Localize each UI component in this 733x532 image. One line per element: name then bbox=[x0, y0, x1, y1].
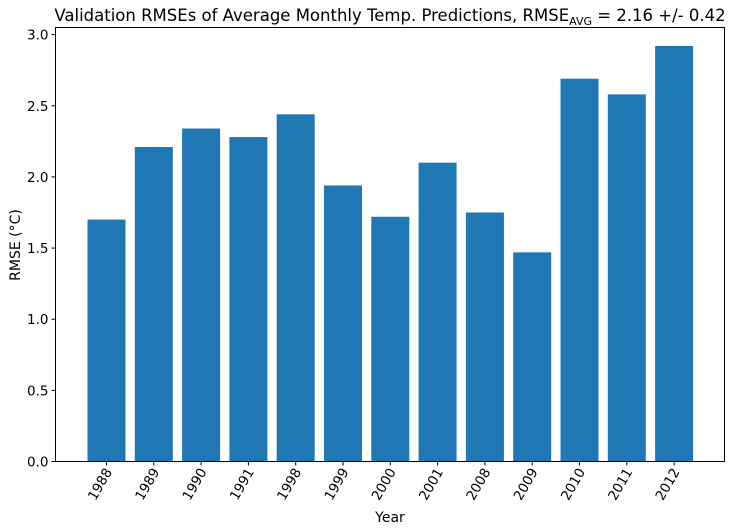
y-tick-label: 2.0 bbox=[27, 170, 48, 186]
x-tick-label-2008: 2008 bbox=[463, 466, 494, 504]
y-tick-label: 1.0 bbox=[27, 312, 48, 328]
x-tick-label-1999: 1999 bbox=[321, 466, 352, 504]
bar-2009 bbox=[513, 252, 552, 462]
bar-2012 bbox=[655, 45, 694, 462]
bar-2010 bbox=[560, 78, 599, 462]
x-axis-label: Year bbox=[374, 510, 405, 526]
x-tick-label-2011: 2011 bbox=[605, 466, 636, 504]
bar-1999 bbox=[324, 185, 362, 462]
bars-group bbox=[87, 45, 694, 462]
x-tick-label-2010: 2010 bbox=[558, 466, 589, 504]
x-tick-label-2000: 2000 bbox=[369, 466, 400, 504]
y-axis-label: RMSE (°C) bbox=[8, 209, 24, 281]
bar-1989 bbox=[134, 147, 173, 462]
bar-2011 bbox=[607, 94, 646, 462]
y-tick-label: 3.0 bbox=[27, 28, 48, 44]
bar-1991 bbox=[229, 137, 268, 462]
plot-frame bbox=[55, 27, 725, 462]
x-tick-label-2012: 2012 bbox=[653, 466, 684, 504]
y-tick-label: 0.5 bbox=[27, 383, 48, 399]
bar-1990 bbox=[182, 128, 221, 462]
y-tick-label: 1.5 bbox=[27, 241, 48, 257]
x-tick-label-1998: 1998 bbox=[274, 466, 305, 504]
x-tick-label-1989: 1989 bbox=[132, 466, 163, 504]
y-tick-label: 0.0 bbox=[27, 455, 48, 471]
x-tick-label-2009: 2009 bbox=[511, 466, 542, 504]
x-tick-label-1991: 1991 bbox=[227, 466, 258, 504]
bar-2000 bbox=[371, 216, 410, 462]
x-tick-label-1988: 1988 bbox=[85, 466, 116, 504]
y-tick-label: 2.5 bbox=[27, 99, 48, 115]
bar-2008 bbox=[465, 212, 504, 462]
x-axis: 1988 1989 1990 1991 1998 1999 2000 2001 2008 2009… bbox=[85, 461, 684, 504]
y-axis: 0.0 0.5 1.0 1.5 2.0 2.5 3.0 bbox=[27, 28, 56, 471]
x-tick-label-2001: 2001 bbox=[416, 466, 447, 504]
x-tick-label-1990: 1990 bbox=[180, 466, 211, 504]
bar-1988 bbox=[87, 219, 126, 462]
chart-title: Validation RMSEs of Average Monthly Temp… bbox=[54, 6, 725, 28]
bar-2001 bbox=[418, 162, 457, 462]
bar-1998 bbox=[276, 114, 315, 462]
